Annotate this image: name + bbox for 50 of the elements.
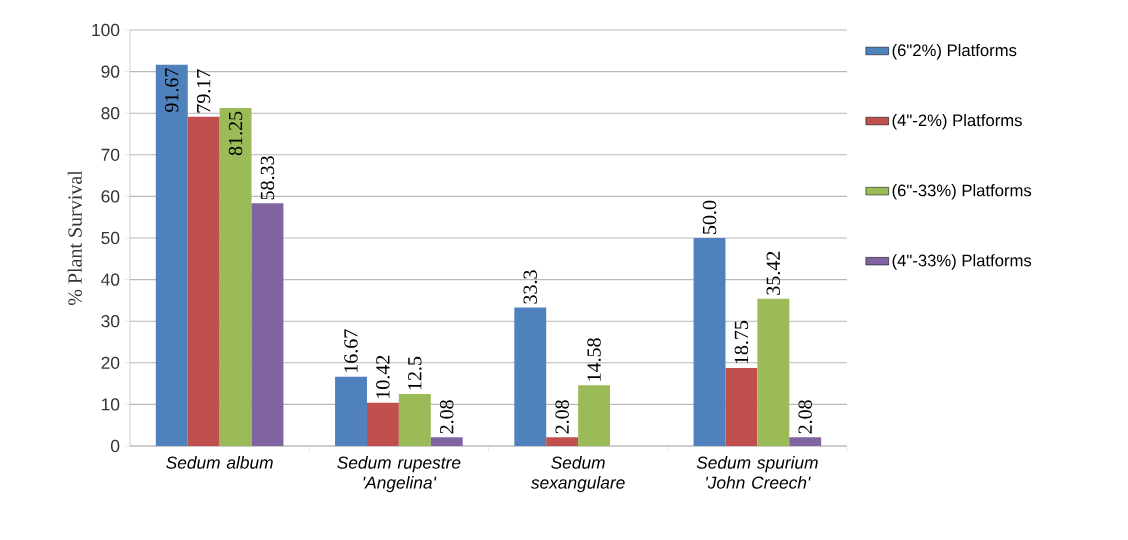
data-label: 58.33 bbox=[260, 156, 275, 200]
data-label: 14.58 bbox=[587, 338, 601, 381]
bar bbox=[725, 368, 758, 446]
x-tick-label: Sedum album bbox=[166, 456, 273, 469]
bar bbox=[366, 402, 399, 446]
bar bbox=[398, 394, 431, 446]
bar bbox=[187, 116, 220, 446]
data-label: 35.42 bbox=[766, 251, 781, 295]
y-axis-title: % Plant Survival bbox=[67, 170, 82, 306]
bar bbox=[251, 203, 284, 446]
y-tick-label: 40 bbox=[101, 273, 120, 286]
legend-label: (6"2%) Platforms bbox=[892, 43, 1017, 60]
x-tick-label: Sedum sexangulare bbox=[530, 456, 625, 493]
y-tick-label: 50 bbox=[101, 231, 120, 245]
data-label: 18.75 bbox=[734, 320, 749, 364]
data-label: 33.3 bbox=[523, 270, 538, 304]
data-label: 2.08 bbox=[439, 400, 454, 434]
y-tick-label: 60 bbox=[101, 190, 120, 203]
data-label: 12.5 bbox=[408, 356, 422, 390]
bar bbox=[578, 385, 611, 446]
x-tick-label: Sedum rupestre 'Angelina' bbox=[337, 456, 461, 493]
data-label: 81.25 bbox=[228, 111, 243, 156]
y-tick-label: 0 bbox=[110, 439, 120, 453]
legend-label: (4"-33%) Platforms bbox=[892, 254, 1032, 270]
data-label: 10.42 bbox=[376, 355, 390, 398]
bar bbox=[693, 238, 726, 446]
y-tick-label: 80 bbox=[101, 107, 120, 120]
y-tick-label: 90 bbox=[101, 65, 120, 78]
y-tick-label: 20 bbox=[101, 356, 120, 369]
bar bbox=[514, 307, 547, 446]
y-tick-label: 70 bbox=[101, 148, 120, 161]
y-tick-label: 100 bbox=[92, 23, 120, 37]
bar bbox=[546, 437, 579, 446]
data-label: 16.67 bbox=[344, 329, 358, 372]
bar bbox=[219, 108, 252, 446]
data-label: 50.0 bbox=[702, 200, 717, 234]
data-label: 2.08 bbox=[798, 400, 813, 434]
data-label: 91.67 bbox=[165, 68, 179, 112]
y-tick-label: 30 bbox=[101, 315, 120, 328]
bar bbox=[430, 437, 463, 446]
legend-label: (4"-2%) Platforms bbox=[892, 113, 1022, 130]
data-label: 2.08 bbox=[555, 400, 569, 434]
bar bbox=[335, 376, 367, 446]
bar bbox=[757, 298, 790, 446]
bar bbox=[789, 437, 822, 446]
y-tick-label: 10 bbox=[102, 398, 120, 411]
x-tick-label: Sedum spurium 'John Creech' bbox=[696, 456, 818, 489]
legend-label: (6"-33%) Platforms bbox=[892, 184, 1032, 200]
bar bbox=[155, 64, 188, 446]
data-label: 79.17 bbox=[196, 69, 211, 113]
